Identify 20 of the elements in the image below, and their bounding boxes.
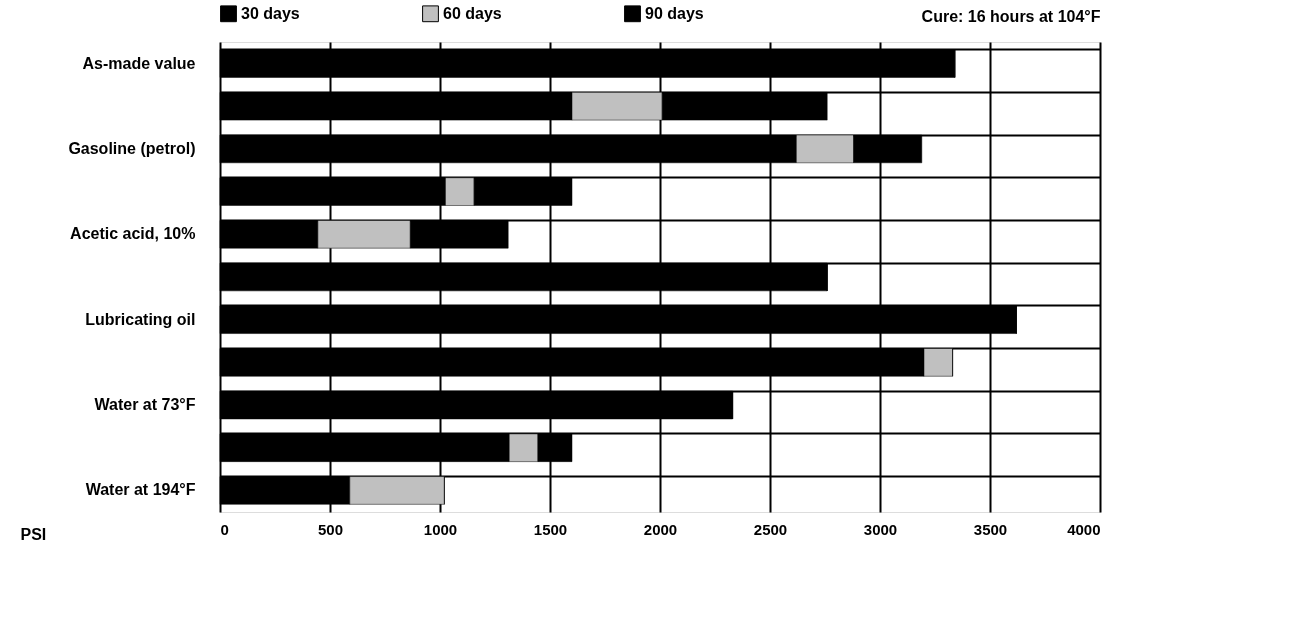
x-tick-label: 0 bbox=[220, 520, 229, 538]
x-tick-label: 4000 bbox=[1067, 520, 1101, 538]
legend-label: 60 days bbox=[443, 4, 502, 22]
x-tick-label: 1500 bbox=[533, 520, 568, 538]
legend-label: 30 days bbox=[241, 4, 300, 22]
x-tick-label: 1000 bbox=[423, 520, 458, 538]
y-tick-label: Acetic acid, 10% bbox=[70, 225, 196, 243]
y-tick-label: As-made value bbox=[82, 54, 196, 72]
x-tick-label: 500 bbox=[317, 520, 344, 538]
y-tick-label: Gasoline (petrol) bbox=[68, 139, 196, 157]
y-tick-label: Water at 73°F bbox=[94, 396, 196, 414]
text: Cure: 16 hours at 104°F bbox=[921, 8, 1101, 25]
x-axis-title: PSI bbox=[20, 525, 47, 543]
x-tick-label: 3500 bbox=[973, 520, 1008, 538]
x-tick-label: 2500 bbox=[753, 520, 788, 538]
x-tick-label: 2000 bbox=[643, 520, 678, 538]
y-tick-label: Lubricating oil bbox=[85, 310, 196, 328]
legend-label: 90 days bbox=[645, 4, 704, 22]
y-tick-label: Water at 194°F bbox=[85, 481, 196, 499]
x-tick-label: 3000 bbox=[863, 520, 898, 538]
